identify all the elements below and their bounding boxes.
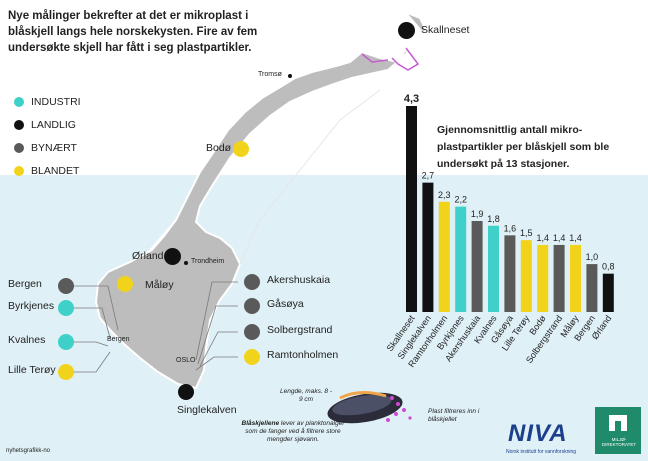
station-label: Lille Terøy <box>8 364 56 376</box>
bar-value-label: 1,8 <box>487 214 500 224</box>
bar-lille terøy <box>520 240 532 312</box>
legend-item: INDUSTRI <box>14 96 81 108</box>
bar-value-label: 1,0 <box>586 252 599 262</box>
legend-swatch <box>14 120 24 130</box>
mussel-illustration <box>327 391 412 424</box>
headline: Nye målinger bekrefter at det er mikropl… <box>8 10 258 54</box>
bar-skallneset <box>406 106 417 312</box>
bar-value-label: 0,8 <box>602 262 615 272</box>
station-marker <box>244 349 260 365</box>
bar-bergen <box>586 264 598 312</box>
label-maloy: Måløy <box>145 279 174 291</box>
finland-border <box>361 53 389 63</box>
marker-maloy <box>117 276 133 292</box>
mussel-filter-note-bold: Blåskjellene <box>241 420 280 427</box>
bar-bodø <box>537 244 549 312</box>
bar-value-label: 2,7 <box>422 171 435 181</box>
station-marker <box>244 274 260 290</box>
bar-value-label: 2,3 <box>438 190 451 200</box>
bar-chart: 4,3Skallneset2,7Singlekalven2,3Ramtonhol… <box>385 93 615 369</box>
bar-singlekalven <box>422 182 434 312</box>
marker-orland <box>164 248 181 265</box>
label-bodo: Bodø <box>206 142 232 154</box>
bar-byrkjenes <box>455 206 467 312</box>
russia-border <box>391 47 420 71</box>
bar-ørland <box>602 273 614 312</box>
station-marker <box>58 278 74 294</box>
mussel-filter-note: Blåskjellene lever av planktonalger som … <box>238 420 348 444</box>
credit: nyhetsgrafikk-no <box>6 448 51 454</box>
station-label: Solbergstrand <box>267 324 333 336</box>
bar-value-label: 1,5 <box>520 228 533 238</box>
bar-value-label: 1,4 <box>553 233 566 243</box>
mussel-filter-note-text: lever av planktonalger som de fanger ved… <box>245 420 345 443</box>
label-oslo: OSLO <box>176 357 196 364</box>
station-label: Ramtonholmen <box>267 349 339 361</box>
station-marker <box>58 364 74 380</box>
marker-tromso <box>288 74 292 78</box>
station-marker <box>244 324 260 340</box>
mussel-size-note: Lengde, maks. 8 - 9 cm <box>279 388 333 403</box>
label-trondheim: Trondheim <box>191 258 225 265</box>
bar-gåsøya <box>504 235 516 312</box>
legend-swatch <box>14 143 24 153</box>
bar-ramtonholmen <box>438 201 450 312</box>
marker-skallneset <box>398 22 415 39</box>
bar-value-label: 2,2 <box>454 195 467 205</box>
chart-title: Gjennomsnittlig antall mikro-plastpartik… <box>437 124 610 170</box>
bar-value-label: 1,4 <box>536 233 549 243</box>
label-skallneset: Skallneset <box>421 24 470 36</box>
legend-label: INDUSTRI <box>31 96 81 108</box>
label-singlekalven: Singlekalven <box>177 404 237 416</box>
station-marker <box>244 298 260 314</box>
niva-logo: NIVA <box>508 420 568 447</box>
legend-item: LANDLIG <box>14 119 76 131</box>
bar-value-label: 1,4 <box>569 233 582 243</box>
bar-value-label: 1,9 <box>471 209 484 219</box>
miljodirektoratet-text: MILJØ-DIREKTORATET <box>601 437 637 447</box>
label-bergen-city: Bergen <box>107 336 130 343</box>
legend-swatch <box>14 97 24 107</box>
bar-value-label: 4,3 <box>404 93 419 105</box>
station-label: Byrkjenes <box>8 300 55 312</box>
label-tromso: Tromsø <box>258 71 282 78</box>
station-label: Kvalnes <box>8 334 46 346</box>
station-label: Akershuskaia <box>267 274 331 286</box>
bar-value-label: 1,6 <box>504 223 517 233</box>
station-marker <box>58 334 74 350</box>
legend-swatch <box>14 166 24 176</box>
bar-måløy <box>570 244 581 312</box>
bar-akershuskaia <box>471 220 483 312</box>
mussel-plastic-note: Plast filtreres inn i blåskjellet <box>428 408 480 423</box>
miljodirektoratet-logo <box>595 407 641 454</box>
marker-bodo <box>233 141 249 157</box>
legend-label: BYNÆRT <box>31 142 77 154</box>
bar-kvalnes <box>488 225 499 312</box>
bar-solbergstrand <box>553 244 565 312</box>
station-label: Bergen <box>8 278 42 290</box>
niva-logo-subtitle: Norsk institutt for vannforskning <box>506 449 577 455</box>
legend-item: BLANDET <box>14 165 79 177</box>
label-orland: Ørland <box>132 250 164 262</box>
marker-singlekalven <box>178 384 194 400</box>
marker-trondheim <box>184 261 188 265</box>
legend-label: BLANDET <box>31 165 80 177</box>
station-marker <box>58 300 74 316</box>
legend-item: BYNÆRT <box>14 142 77 154</box>
norway-landmass <box>94 11 428 390</box>
station-label: Gåsøya <box>267 298 304 310</box>
legend-label: LANDLIG <box>31 119 76 131</box>
